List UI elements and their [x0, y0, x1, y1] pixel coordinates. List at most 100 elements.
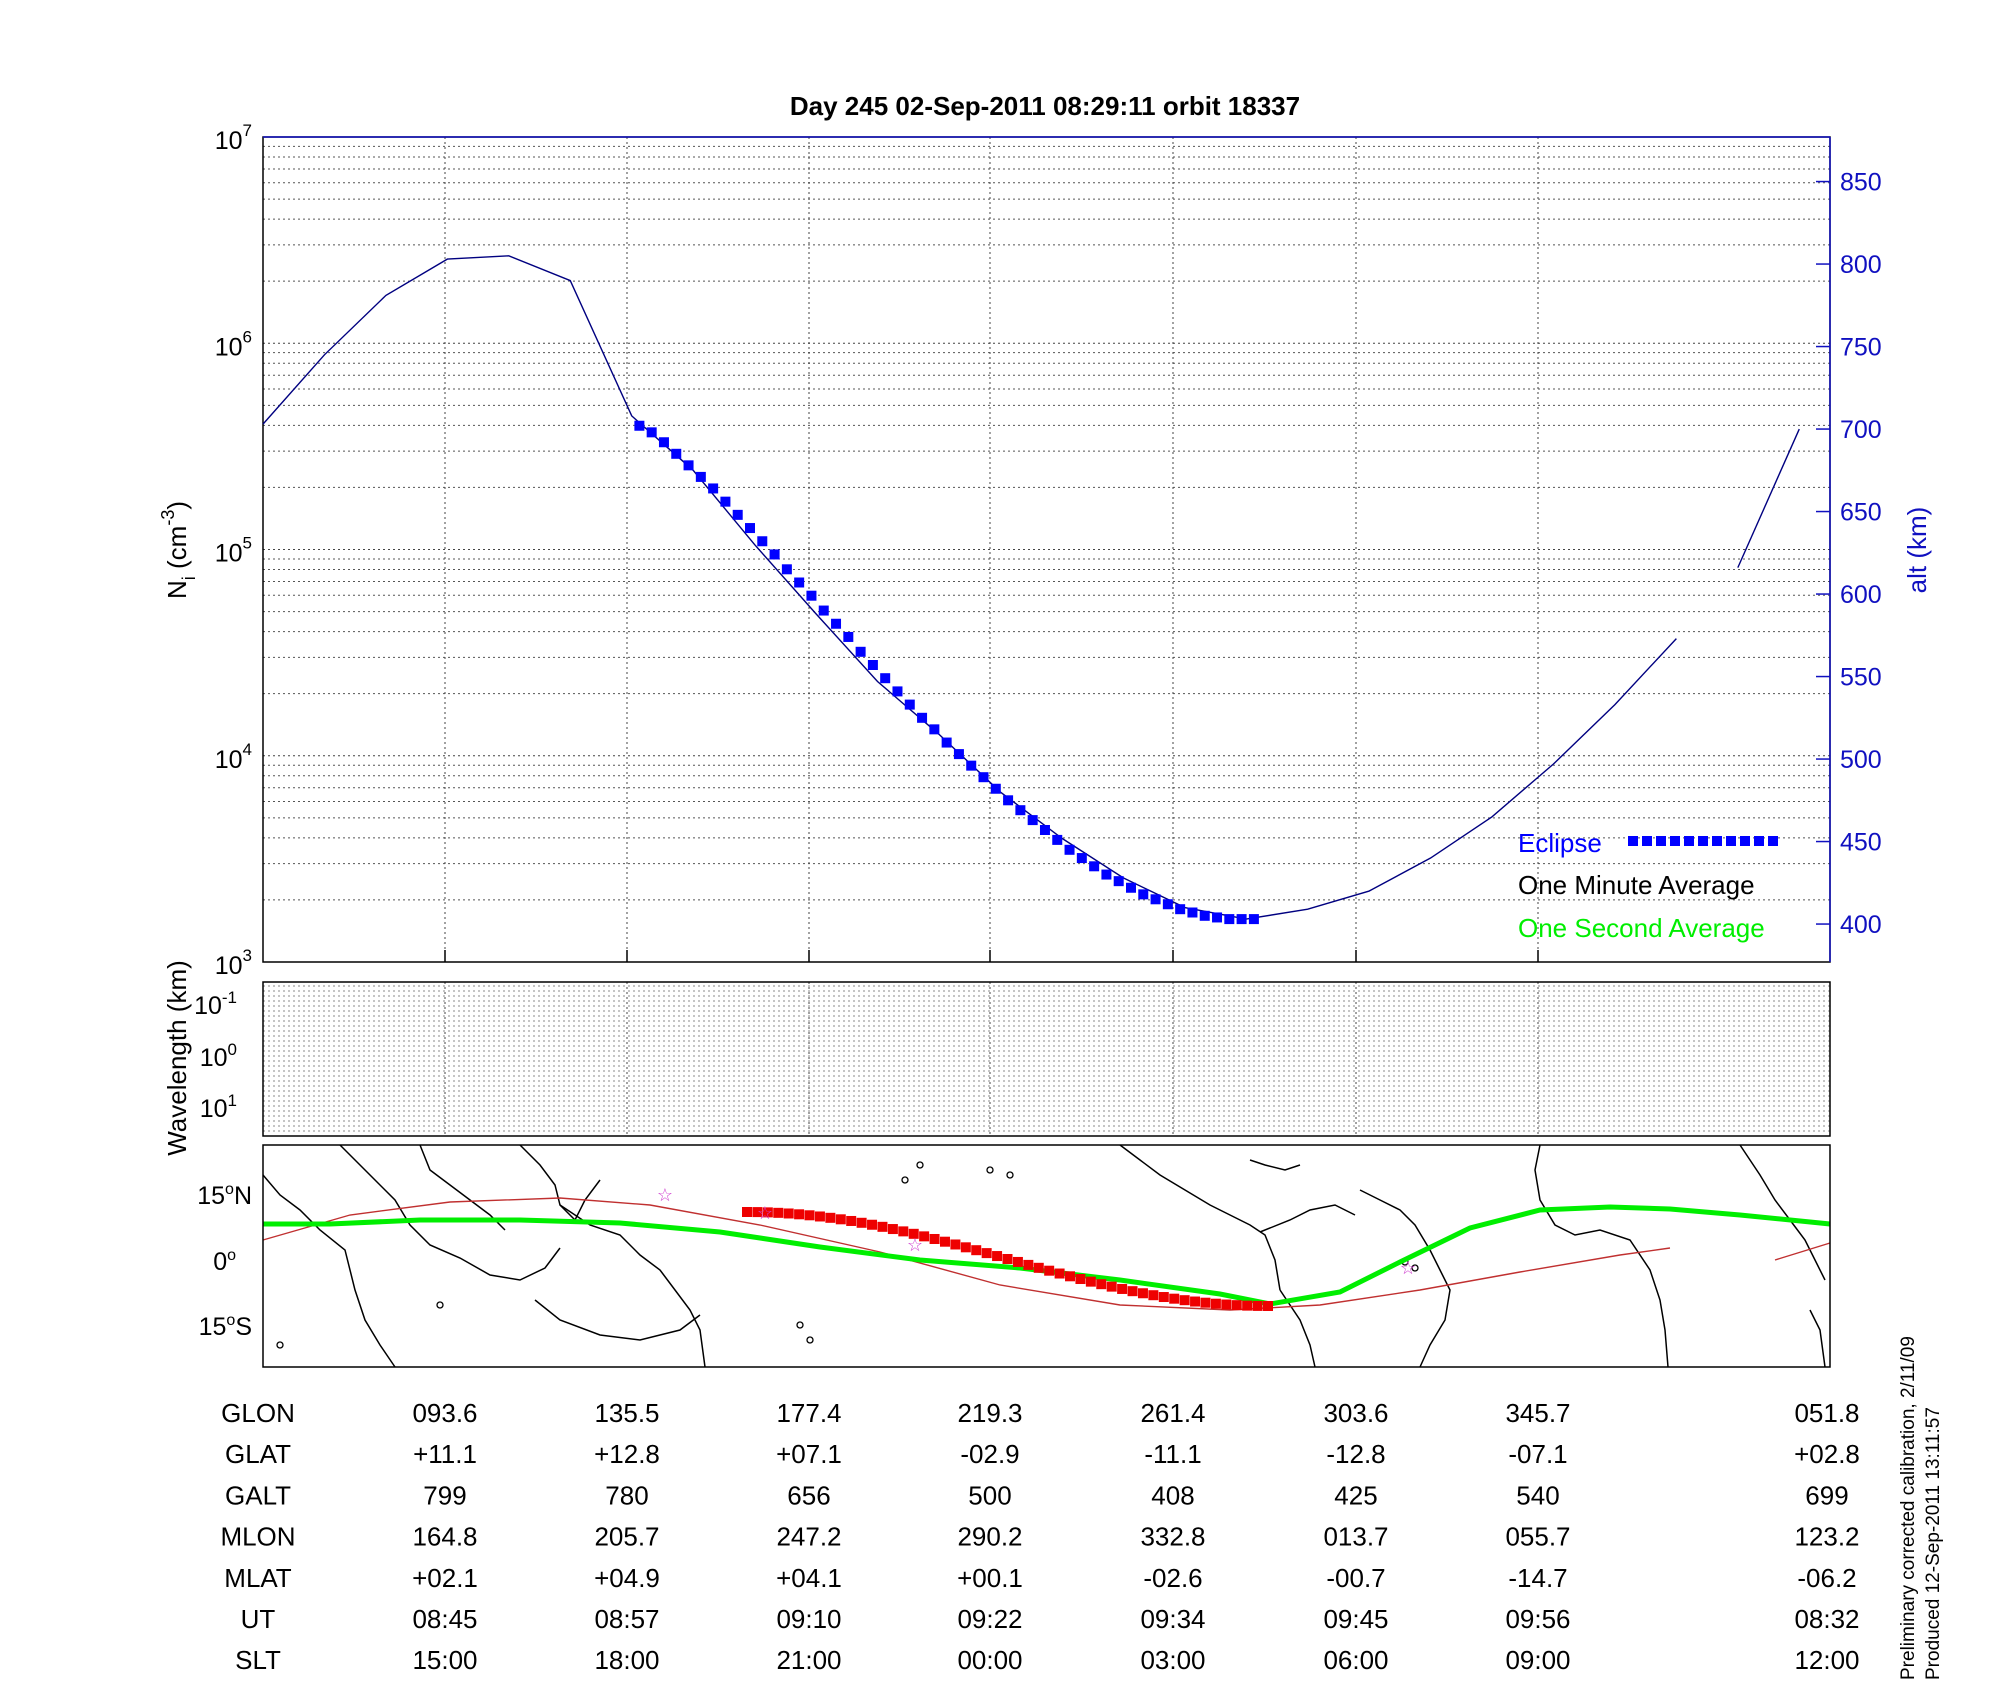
eclipse-marker	[941, 737, 952, 748]
ephemeris-cell: 205.7	[594, 1522, 659, 1552]
map-eclipse-marker	[814, 1211, 825, 1222]
map-eclipse-marker	[960, 1242, 971, 1253]
lat-tick-15s: 15oS	[199, 1312, 252, 1341]
map-eclipse-marker	[856, 1217, 867, 1228]
map-eclipse-marker	[877, 1221, 888, 1232]
eclipse-marker	[1015, 805, 1026, 816]
ephemeris-cell: -02.6	[1143, 1563, 1202, 1593]
ephemeris-cell: 09:00	[1505, 1645, 1570, 1675]
altitude-tick-label: 750	[1840, 334, 1882, 362]
legend-eclipse-square	[1754, 836, 1764, 846]
legend-eclipse-square	[1698, 836, 1708, 846]
map-eclipse-marker	[1106, 1281, 1117, 1292]
ephemeris-cell: 219.3	[957, 1398, 1022, 1428]
eclipse-marker	[1089, 861, 1100, 872]
map-eclipse-marker	[1075, 1274, 1086, 1285]
coastline	[339, 1144, 561, 1281]
magnetic-equator-line	[1774, 1242, 1831, 1261]
map-eclipse-marker	[835, 1214, 846, 1225]
ephemeris-cell: 303.6	[1323, 1398, 1388, 1428]
map-eclipse-marker	[752, 1207, 763, 1218]
eclipse-marker	[1052, 834, 1063, 845]
eclipse-marker	[708, 483, 719, 494]
eclipse-marker	[683, 460, 694, 471]
density-panel: 103 104 105 106 107 400 450 500 550 600 650 700 750…	[158, 121, 1932, 980]
eclipse-marker	[1236, 914, 1247, 925]
lat-tick-0: 0o	[213, 1247, 236, 1276]
ephemeris-cell: +07.1	[776, 1439, 842, 1469]
eclipse-marker	[990, 783, 1001, 794]
eclipse-marker	[1175, 904, 1186, 915]
star-marker: ☆	[1400, 1258, 1416, 1278]
ephemeris-cell: 123.2	[1794, 1522, 1859, 1552]
ephemeris-cell: +02.8	[1794, 1439, 1860, 1469]
eclipse-marker	[1113, 876, 1124, 887]
eclipse-marker	[978, 772, 989, 783]
ephemeris-cell: -14.7	[1508, 1563, 1567, 1593]
island	[901, 1176, 909, 1184]
coastline	[1249, 1159, 1301, 1171]
calibration-note: Preliminary corrected calibration, 2/11/…	[1898, 1336, 1919, 1680]
eclipse-marker	[732, 509, 743, 520]
eclipse-marker	[1162, 899, 1173, 910]
map-eclipse-marker	[1148, 1290, 1159, 1301]
altitude-tick-label: 500	[1840, 746, 1882, 774]
map-eclipse-marker	[1033, 1262, 1044, 1273]
legend-eclipse-square	[1740, 836, 1750, 846]
map-eclipse-marker	[1158, 1292, 1169, 1303]
ephemeris-cell: 09:10	[776, 1604, 841, 1634]
orbit-altitude-line	[1737, 428, 1800, 568]
coastline	[1359, 1189, 1451, 1368]
map-content: ☆ ☆ ☆ ☆	[262, 1144, 1831, 1368]
density-tick-label: 106	[215, 327, 252, 361]
map-eclipse-marker	[804, 1210, 815, 1221]
eclipse-marker	[720, 496, 731, 507]
ephemeris-cell: 500	[968, 1480, 1011, 1510]
map-eclipse-marker	[1065, 1271, 1076, 1282]
island	[916, 1161, 924, 1169]
wavelength-frame	[262, 981, 1831, 1137]
island	[1411, 1264, 1419, 1272]
ephemeris-cell: +04.9	[594, 1563, 660, 1593]
legend-eclipse-square	[1656, 836, 1666, 846]
ephemeris-cell: 055.7	[1505, 1522, 1570, 1552]
altitude-tick-label: 400	[1840, 911, 1882, 939]
island	[276, 1341, 284, 1349]
eclipse-marker	[867, 660, 878, 670]
altitude-tick-label: 450	[1840, 829, 1882, 857]
legend-eclipse-square	[1684, 836, 1694, 846]
density-series	[262, 255, 1800, 925]
ephemeris-cell: 013.7	[1323, 1522, 1388, 1552]
eclipse-marker	[880, 673, 891, 684]
ephemeris-cell: 177.4	[776, 1398, 841, 1428]
ephemeris-cell: 780	[605, 1480, 648, 1510]
ephemeris-cell: 09:45	[1323, 1604, 1388, 1634]
legend-eclipse-square	[1768, 836, 1778, 846]
wavelength-axis-label: Wavelength (km)	[162, 960, 192, 1156]
eclipse-marker	[634, 420, 645, 431]
altitude-tick-label: 700	[1840, 416, 1882, 444]
density-tick-label: 107	[215, 121, 252, 155]
altitude-tick-label: 650	[1840, 499, 1882, 527]
ephemeris-row-label: MLAT	[224, 1563, 292, 1593]
coastline	[534, 1299, 701, 1341]
wavelength-grid	[263, 982, 1830, 1136]
eclipse-marker	[966, 760, 977, 771]
eclipse-marker	[1212, 912, 1223, 923]
map-eclipse-marker	[867, 1219, 878, 1230]
wavelength-panel: 10-1 100 101 Wavelength (km)	[162, 960, 1831, 1156]
map-eclipse-marker	[794, 1209, 805, 1220]
magnetic-equator-line	[262, 1197, 1671, 1311]
ephemeris-row-label: GLAT	[225, 1439, 291, 1469]
eclipse-marker	[1248, 914, 1259, 925]
legend-eclipse-square	[1628, 836, 1638, 846]
map-eclipse-marker	[846, 1215, 857, 1226]
map-eclipse-marker	[1096, 1279, 1107, 1290]
ephemeris-row-label: UT	[241, 1604, 276, 1634]
ephemeris-cell: -11.1	[1144, 1439, 1201, 1469]
ephemeris-row-label: SLT	[235, 1645, 281, 1675]
ephemeris-cell: 799	[423, 1480, 466, 1510]
chart-title: Day 245 02-Sep-2011 08:29:11 orbit 18337	[790, 91, 1300, 121]
map-eclipse-marker	[1190, 1296, 1201, 1307]
